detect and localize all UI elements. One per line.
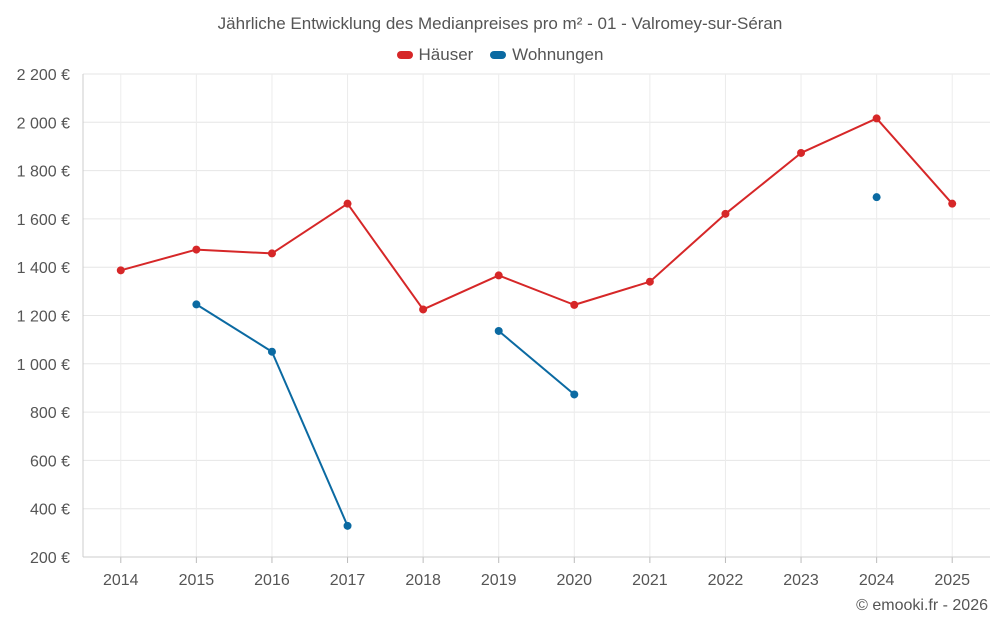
- data-point-haeuser: [721, 209, 730, 218]
- series-line-wohnungen: [270, 350, 349, 527]
- legend-swatch-haeuser: [396, 51, 413, 59]
- data-point-haeuser: [948, 199, 957, 208]
- y-tick-label: 2 200 €: [17, 67, 70, 84]
- x-tick-label: 2014: [103, 572, 139, 589]
- y-tick-label: 1 000 €: [17, 357, 70, 374]
- series-line-haeuser: [724, 151, 803, 215]
- x-tick-label: 2016: [254, 572, 290, 589]
- data-point-haeuser: [872, 114, 881, 123]
- chart-legend: Häuser Wohnungen: [0, 44, 1000, 65]
- legend-item-wohnungen[interactable]: Wohnungen: [490, 45, 603, 65]
- data-point-haeuser: [797, 148, 806, 157]
- y-tick-label: 400 €: [30, 502, 70, 519]
- x-tick-label: 2020: [556, 572, 592, 589]
- series-line-haeuser: [875, 117, 954, 205]
- x-tick-label: 2023: [783, 572, 819, 589]
- series-line-haeuser: [195, 248, 273, 255]
- y-tick-label: 600 €: [30, 453, 70, 470]
- data-point-haeuser: [645, 277, 654, 286]
- y-tick-label: 800 €: [30, 405, 70, 422]
- y-tick-label: 1 400 €: [17, 260, 70, 277]
- x-tick-label: 2024: [859, 572, 895, 589]
- data-point-haeuser: [570, 300, 579, 309]
- x-tick-label: 2015: [179, 572, 215, 589]
- x-tick-label: 2021: [632, 572, 668, 589]
- y-tick-label: 1 600 €: [17, 212, 70, 229]
- data-point-haeuser: [192, 245, 201, 254]
- credit-text: © emooki.fr - 2026: [856, 597, 988, 614]
- legend-label-haeuser: Häuser: [418, 45, 474, 64]
- data-point-wohnungen: [494, 326, 503, 335]
- series-line-haeuser: [270, 202, 349, 255]
- data-point-wohnungen: [267, 347, 276, 356]
- chart-title: Jährliche Entwicklung des Medianpreises …: [217, 14, 783, 33]
- x-tick-label: 2022: [708, 572, 744, 589]
- y-tick-label: 200 €: [30, 550, 70, 567]
- data-point-wohnungen: [192, 300, 201, 309]
- series-line-haeuser: [119, 248, 198, 272]
- data-point-haeuser: [343, 199, 352, 208]
- series-line-haeuser: [573, 280, 651, 306]
- y-tick-label: 1 200 €: [17, 309, 70, 326]
- data-point-wohnungen: [872, 193, 881, 202]
- x-tick-label: 2025: [934, 572, 970, 589]
- series-line-haeuser: [422, 274, 500, 311]
- x-tick-label: 2018: [405, 572, 441, 589]
- series-line-wohnungen: [497, 329, 576, 396]
- series-line-haeuser: [800, 117, 878, 154]
- data-point-haeuser: [267, 249, 276, 258]
- x-tick-label: 2017: [330, 572, 366, 589]
- data-point-wohnungen: [570, 390, 579, 399]
- data-point-wohnungen: [343, 521, 352, 530]
- legend-item-haeuser[interactable]: Häuser: [396, 45, 474, 65]
- data-point-haeuser: [494, 271, 503, 280]
- y-tick-label: 2 000 €: [17, 115, 70, 132]
- data-point-haeuser: [419, 305, 428, 314]
- data-point-haeuser: [116, 266, 125, 275]
- series-line-haeuser: [346, 202, 425, 311]
- y-tick-label: 1 800 €: [17, 164, 70, 181]
- series-line-haeuser: [648, 212, 727, 283]
- legend-label-wohnungen: Wohnungen: [512, 45, 604, 64]
- x-tick-label: 2019: [481, 572, 517, 589]
- legend-swatch-wohnungen: [490, 51, 507, 59]
- series-line-wohnungen: [195, 303, 273, 353]
- series-line-haeuser: [497, 274, 576, 306]
